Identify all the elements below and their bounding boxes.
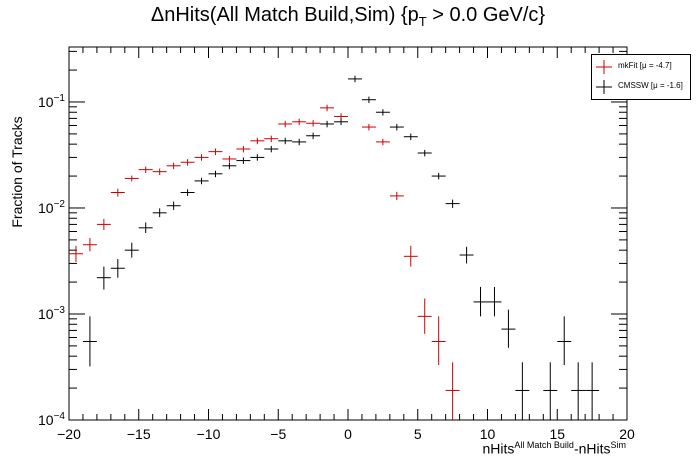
data-point bbox=[236, 145, 251, 153]
plot-frame bbox=[68, 46, 628, 421]
x-tick-label: 20 bbox=[619, 426, 635, 442]
legend-entry-cmssw: CMSSW [μ = -1.6] bbox=[592, 78, 690, 96]
x-label-b-sup: Sim bbox=[610, 440, 627, 450]
data-point bbox=[222, 162, 237, 170]
x-tick-label: 0 bbox=[344, 426, 352, 442]
title-subscript: T bbox=[418, 14, 427, 29]
data-point bbox=[180, 159, 195, 166]
data-point bbox=[166, 162, 181, 170]
legend-entry-mkfit: mkFit [μ = -4.7] bbox=[592, 58, 690, 76]
legend: mkFit [μ = -4.7] CMSSW [μ = -1.6] bbox=[591, 54, 691, 100]
data-point bbox=[222, 155, 237, 163]
x-tick-label: −5 bbox=[270, 426, 286, 442]
data-point bbox=[110, 188, 125, 197]
y-tick-label: 10−3 bbox=[38, 305, 65, 322]
data-point bbox=[292, 118, 307, 126]
data-point bbox=[110, 259, 125, 278]
data-point bbox=[403, 133, 418, 141]
data-point bbox=[264, 145, 279, 153]
data-point bbox=[571, 362, 586, 420]
x-tick-label: 15 bbox=[549, 426, 565, 442]
data-point bbox=[138, 166, 153, 173]
data-point bbox=[403, 245, 418, 267]
data-point bbox=[124, 242, 139, 258]
data-point bbox=[320, 120, 335, 128]
data-point bbox=[96, 218, 111, 230]
x-label-b: -nHits bbox=[573, 440, 611, 457]
data-point bbox=[417, 149, 432, 157]
x-tick-label: −20 bbox=[57, 426, 81, 442]
x-label-a: nHits bbox=[482, 440, 515, 457]
y-axis-label-text: Fraction of Tracks bbox=[9, 116, 25, 228]
data-point bbox=[138, 222, 153, 234]
data-point bbox=[152, 208, 167, 218]
data-point bbox=[152, 168, 167, 176]
data-point bbox=[445, 362, 460, 420]
y-tick-label: 10−4 bbox=[38, 411, 65, 428]
data-point bbox=[375, 109, 390, 116]
data-point bbox=[82, 238, 97, 252]
data-point bbox=[375, 138, 390, 146]
legend-label-cmssw: CMSSW [μ = -1.6] bbox=[618, 81, 683, 90]
data-point bbox=[445, 199, 460, 208]
x-axis-label: nHitsAll Match Build-nHitsSim bbox=[483, 440, 627, 457]
data-point bbox=[250, 137, 265, 145]
data-point bbox=[278, 137, 293, 145]
data-point bbox=[334, 118, 348, 126]
data-point bbox=[431, 172, 446, 180]
title-main: ΔnHits(All Match Build,Sim) {p bbox=[150, 4, 419, 26]
axes: −20 −15 −10 −5 0 5 10 15 20 10−4 10−3 10−2 10−1 bbox=[38, 46, 635, 442]
data-point bbox=[585, 362, 600, 420]
data-point bbox=[194, 177, 209, 185]
data-point bbox=[278, 120, 293, 128]
data-point bbox=[389, 123, 404, 131]
data-point bbox=[292, 138, 307, 146]
data-point bbox=[208, 148, 223, 155]
data-point bbox=[69, 245, 83, 262]
data-point bbox=[417, 298, 432, 334]
data-point bbox=[124, 175, 139, 182]
data-point bbox=[306, 132, 321, 140]
data-point bbox=[487, 286, 502, 317]
data-point bbox=[208, 170, 223, 178]
data-point bbox=[264, 135, 279, 143]
legend-label-mkfit: mkFit [μ = -4.7] bbox=[618, 61, 672, 70]
chart-marks bbox=[69, 75, 600, 420]
title-rest: > 0.0 GeV/c} bbox=[426, 4, 546, 26]
data-point bbox=[431, 316, 446, 366]
data-point bbox=[515, 362, 530, 420]
data-point bbox=[389, 191, 404, 200]
data-point bbox=[348, 75, 362, 83]
x-tick-label: 5 bbox=[414, 426, 422, 442]
data-point bbox=[501, 309, 516, 348]
legend-marker-cmssw bbox=[596, 80, 612, 94]
x-tick-label: 10 bbox=[480, 426, 496, 442]
data-point bbox=[194, 154, 209, 161]
data-point bbox=[557, 316, 572, 366]
data-point bbox=[250, 154, 265, 161]
series-mkfit bbox=[69, 104, 460, 420]
data-point bbox=[96, 266, 111, 290]
data-point bbox=[180, 189, 195, 196]
data-point bbox=[459, 246, 474, 264]
data-point bbox=[166, 201, 181, 210]
data-point bbox=[361, 123, 376, 131]
x-tick-label: −15 bbox=[127, 426, 151, 442]
x-label-a-sup: All Match Build bbox=[514, 440, 574, 450]
data-point bbox=[543, 362, 558, 420]
data-point bbox=[320, 104, 335, 112]
y-axis-label: Fraction of Tracks bbox=[5, 108, 25, 238]
data-point bbox=[236, 157, 251, 164]
legend-marker-mkfit bbox=[596, 60, 612, 74]
data-point bbox=[473, 286, 488, 317]
chart-title: ΔnHits(All Match Build,Sim) {pT > 0.0 Ge… bbox=[0, 4, 696, 29]
data-point bbox=[82, 316, 97, 367]
y-tick-label: 10−2 bbox=[38, 199, 65, 216]
x-tick-label: −10 bbox=[197, 426, 221, 442]
series-cmssw bbox=[82, 75, 600, 420]
data-point bbox=[306, 120, 321, 127]
y-tick-label: 10−1 bbox=[38, 93, 65, 110]
data-point bbox=[361, 96, 376, 104]
